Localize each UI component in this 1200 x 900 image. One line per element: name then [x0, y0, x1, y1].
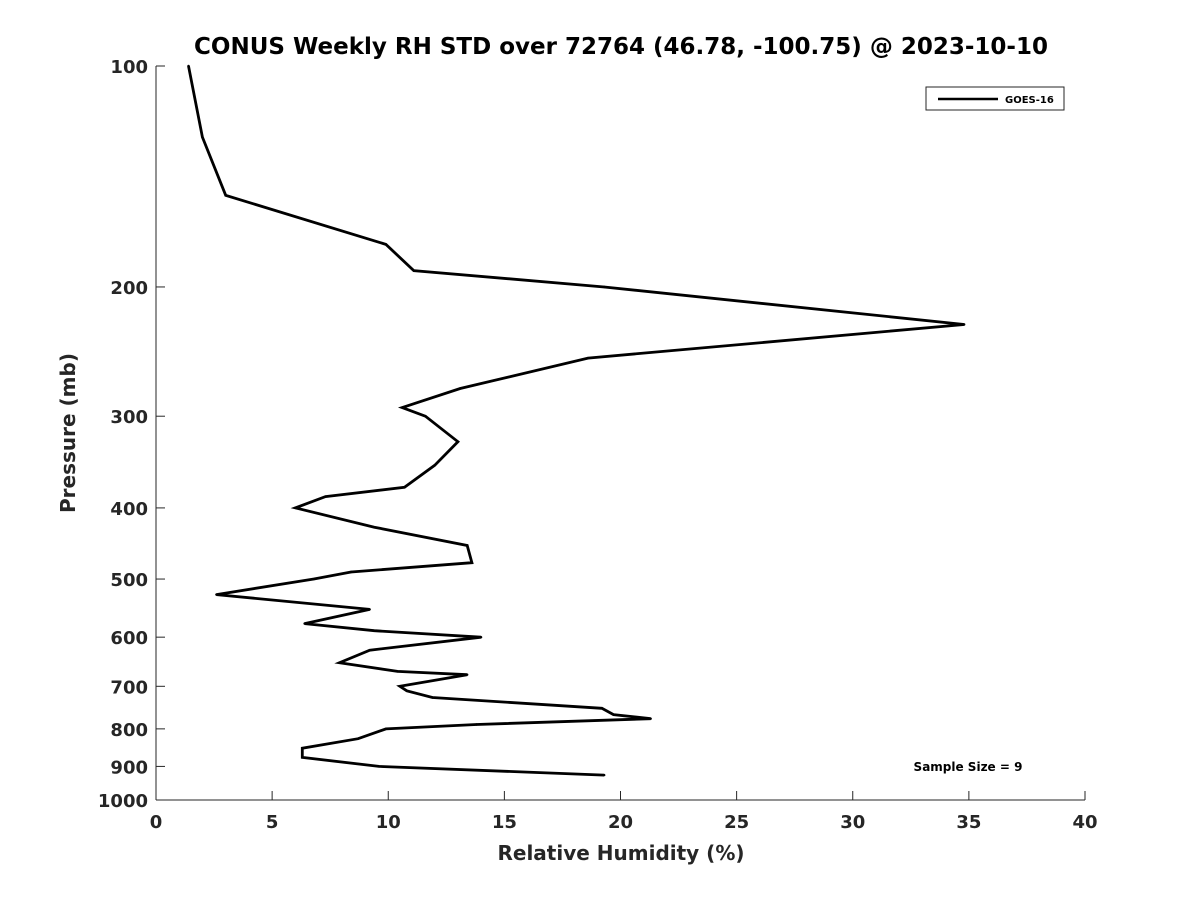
data-point	[603, 285, 606, 289]
data-point	[412, 269, 415, 272]
data-point	[466, 544, 469, 547]
legend-label-goes-16: GOES-16	[1005, 95, 1054, 106]
x-tick-label: 20	[608, 812, 633, 833]
y-tick-label: 900	[110, 757, 148, 778]
data-point	[201, 135, 204, 139]
data-point	[470, 561, 474, 564]
x-tick-label: 40	[1072, 812, 1097, 833]
data-point	[456, 440, 460, 443]
y-tick-label: 800	[110, 720, 148, 741]
x-tick-label: 5	[266, 812, 279, 833]
data-point	[384, 727, 388, 731]
data-point	[963, 323, 966, 326]
data-point	[401, 406, 404, 409]
data-point	[373, 629, 376, 632]
data-point	[187, 64, 190, 68]
data-point	[405, 689, 408, 692]
data-point	[431, 696, 434, 699]
data-point	[424, 415, 427, 418]
y-tick-label: 100	[110, 57, 148, 78]
plot-area: 0 5 10 15 20 25 30 35 40 100 200 300 400 500 600 700 80…	[98, 57, 1098, 833]
data-point	[224, 194, 227, 197]
x-axis-ticks: 0 5 10 15 20 25 30 35 40	[150, 791, 1098, 833]
x-tick-label: 10	[376, 812, 401, 833]
data-point	[396, 670, 399, 673]
data-point	[479, 636, 483, 639]
data-point	[384, 243, 388, 246]
y-tick-label: 1000	[98, 791, 148, 812]
x-tick-label: 15	[492, 812, 517, 833]
y-tick-label: 300	[110, 407, 148, 428]
data-point	[301, 756, 304, 759]
y-axis-label: Pressure (mb)	[56, 353, 80, 513]
data-point	[294, 506, 297, 510]
data-point	[475, 723, 478, 726]
data-point	[612, 713, 615, 716]
data-point	[301, 747, 304, 750]
data-point	[215, 593, 218, 596]
y-tick-label: 600	[110, 628, 148, 649]
data-point	[368, 608, 371, 611]
data-point	[324, 495, 327, 498]
data-point	[368, 649, 371, 652]
data-point	[312, 577, 316, 581]
data-point	[373, 526, 376, 529]
x-tick-label: 30	[840, 812, 865, 833]
sample-size-annotation: Sample Size = 9	[914, 760, 1023, 774]
data-point	[459, 387, 462, 390]
series-layer	[187, 64, 966, 777]
data-point	[600, 707, 604, 710]
data-point	[433, 464, 436, 467]
y-axis-ticks: 100 200 300 400 500 600 700 800 900 1000	[98, 57, 165, 812]
x-tick-label: 0	[150, 812, 163, 833]
data-point	[649, 717, 652, 720]
y-tick-label: 500	[110, 570, 148, 591]
chart-title: CONUS Weekly RH STD over 72764 (46.78, -…	[194, 34, 1048, 60]
x-axis-label: Relative Humidity (%)	[497, 841, 744, 865]
y-tick-label: 400	[110, 499, 148, 520]
x-tick-label: 35	[956, 812, 981, 833]
data-point	[398, 685, 402, 688]
data-point	[586, 356, 590, 360]
y-tick-label: 700	[110, 677, 148, 698]
data-point	[466, 673, 469, 676]
data-point	[349, 570, 353, 574]
data-point	[377, 765, 381, 768]
x-tick-label: 25	[724, 812, 749, 833]
data-point	[338, 661, 341, 664]
legend: GOES-16	[925, 86, 1065, 111]
data-point	[303, 622, 306, 625]
data-point	[603, 773, 606, 777]
data-point	[403, 486, 406, 489]
y-tick-label: 200	[110, 278, 148, 299]
data-point	[356, 737, 360, 740]
